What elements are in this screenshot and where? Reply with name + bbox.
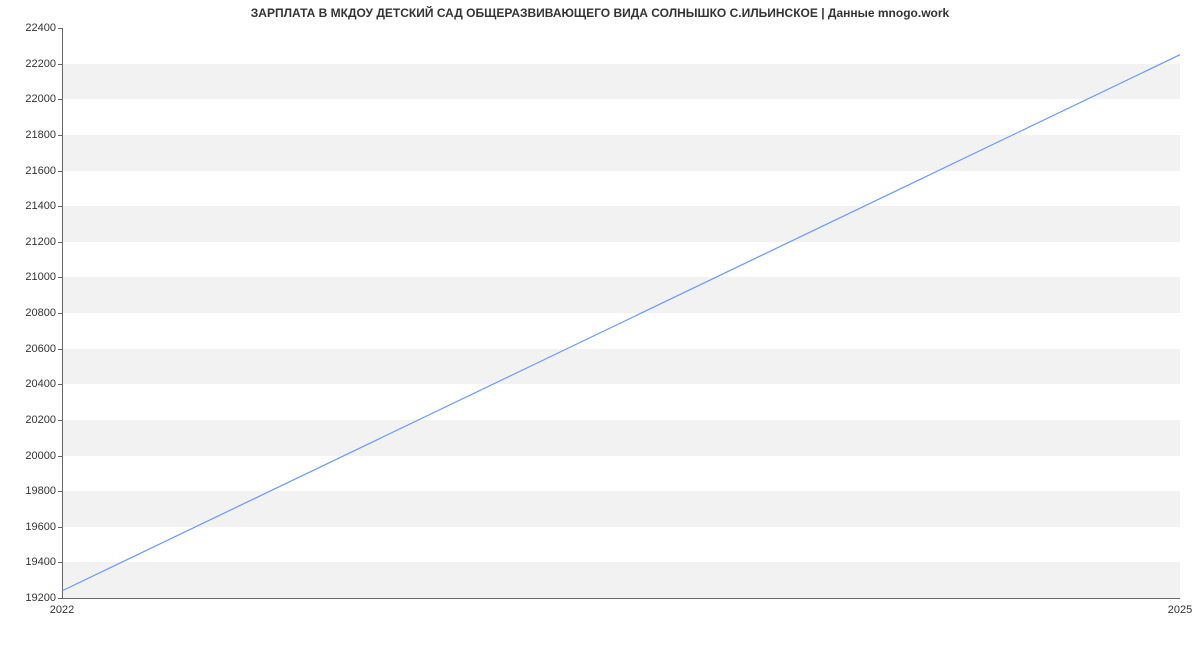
- y-tick-label: 19800: [25, 485, 56, 497]
- x-axis-line: [62, 598, 1180, 599]
- y-tick-label: 19200: [25, 592, 56, 604]
- salary-chart: ЗАРПЛАТА В МКДОУ ДЕТСКИЙ САД ОБЩЕРАЗВИВА…: [0, 0, 1200, 650]
- y-tick-label: 20600: [25, 343, 56, 355]
- y-tick-label: 21000: [25, 271, 56, 283]
- y-tick-label: 21400: [25, 200, 56, 212]
- y-tick-label: 20200: [25, 414, 56, 426]
- chart-title: ЗАРПЛАТА В МКДОУ ДЕТСКИЙ САД ОБЩЕРАЗВИВА…: [0, 6, 1200, 20]
- y-tick-label: 21800: [25, 129, 56, 141]
- y-tick-label: 22200: [25, 58, 56, 70]
- y-tick-label: 21200: [25, 236, 56, 248]
- x-tick-label: 2022: [50, 604, 74, 616]
- chart-line-layer: [62, 28, 1180, 598]
- y-tick-label: 22400: [25, 22, 56, 34]
- y-tick-label: 20400: [25, 378, 56, 390]
- y-tick-label: 20000: [25, 450, 56, 462]
- y-tick-label: 21600: [25, 165, 56, 177]
- x-tick-label: 2025: [1168, 604, 1192, 616]
- y-tick-label: 19400: [25, 556, 56, 568]
- y-tick-label: 20800: [25, 307, 56, 319]
- y-tick-label: 22000: [25, 93, 56, 105]
- series-line-salary: [62, 55, 1180, 591]
- y-tick-label: 19600: [25, 521, 56, 533]
- plot-area: 1920019400196001980020000202002040020600…: [62, 28, 1180, 598]
